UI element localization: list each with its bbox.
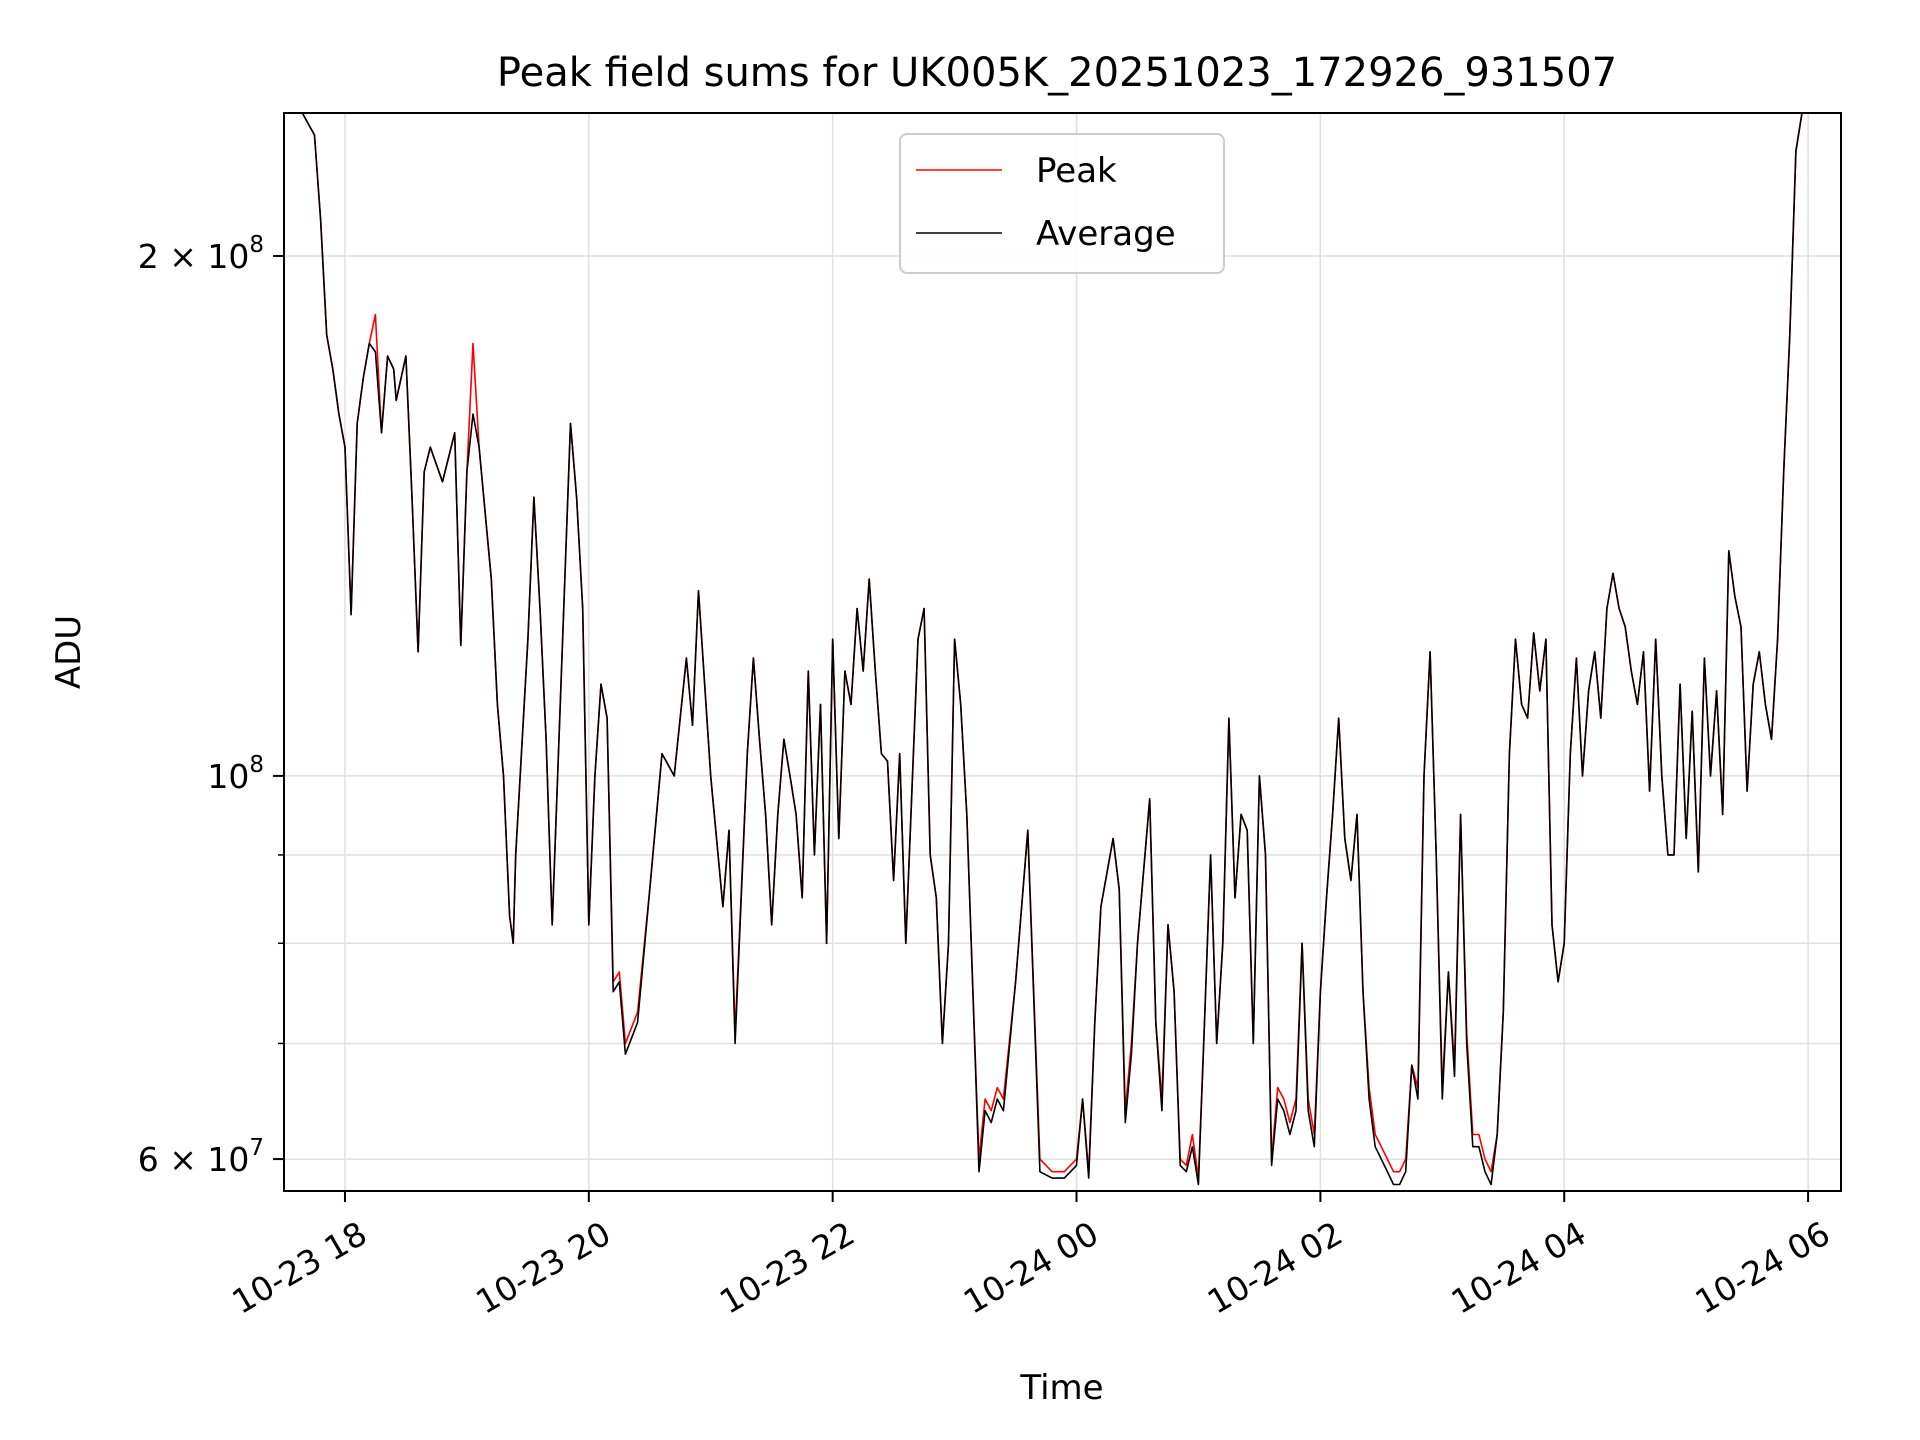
x-axis-label: Time (1019, 1368, 1103, 1408)
legend-box (899, 133, 1225, 274)
series-lines (284, 113, 1809, 1186)
y-tick-label-base: 2 × 10 (138, 237, 250, 276)
y-tick-label: 108 (207, 752, 264, 796)
series-line-average (284, 113, 1809, 1186)
y-tick-label-exponent: 8 (249, 752, 264, 778)
chart-title: Peak field sums for UK005K_20251023_1729… (497, 50, 1617, 96)
plot-frame (283, 112, 1842, 1192)
y-tick-label-base: 6 × 10 (138, 1140, 250, 1179)
legend: Peak Average (899, 133, 1225, 274)
y-axis-label: ADU (49, 615, 89, 689)
legend-label-peak: Peak (1036, 151, 1117, 191)
y-tick-label-exponent: 7 (249, 1135, 264, 1161)
y-tick-label: 2 × 108 (138, 232, 264, 276)
y-tick-label-base: 10 (207, 757, 249, 796)
legend-label-average: Average (1036, 214, 1176, 254)
y-tick-label-exponent: 8 (249, 232, 264, 258)
y-tick-label: 6 × 107 (138, 1135, 264, 1179)
